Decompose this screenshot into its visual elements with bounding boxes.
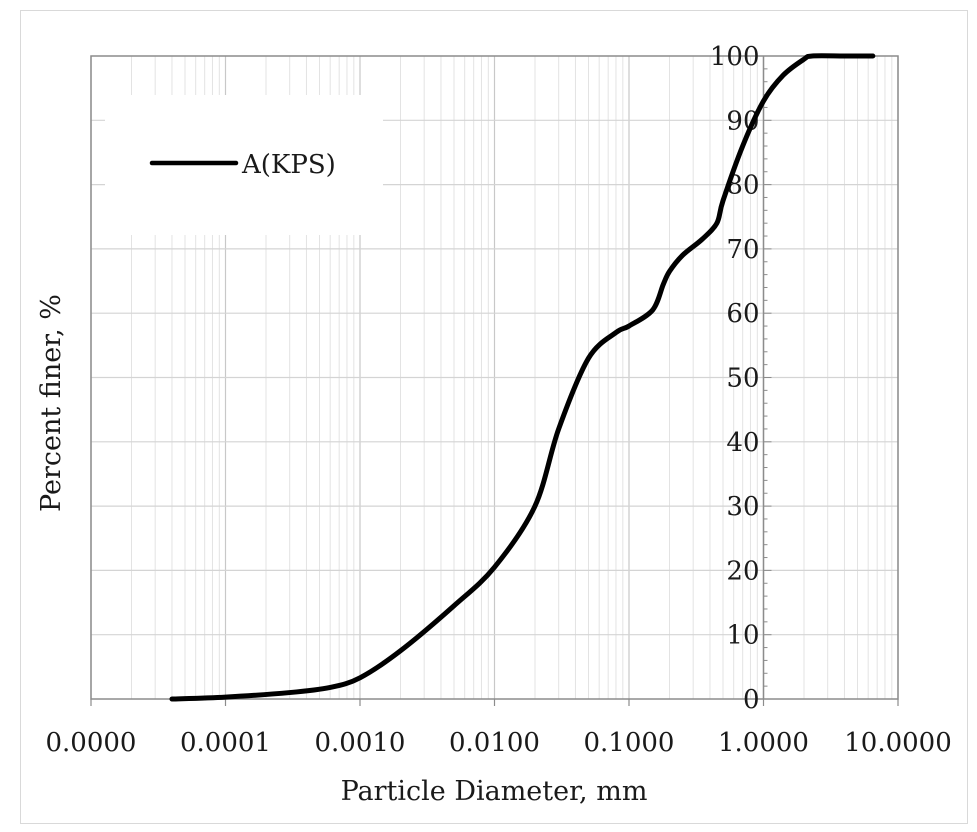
legend: A(KPS) bbox=[105, 95, 383, 235]
y-tick-label: 40 bbox=[726, 428, 759, 458]
y-tick-label: 20 bbox=[726, 556, 759, 586]
y-tick-label: 50 bbox=[726, 364, 759, 394]
legend-label: A(KPS) bbox=[241, 150, 336, 180]
y-tick-label: 60 bbox=[726, 299, 759, 329]
x-axis-title: Particle Diameter, mm bbox=[341, 776, 648, 807]
y-axis-title: Percent finer, % bbox=[36, 294, 67, 512]
y-tick-label: 30 bbox=[726, 492, 759, 522]
x-tick-label: 0.0000 bbox=[46, 728, 137, 758]
series-line-a-kps bbox=[169, 53, 876, 702]
x-tick-label: 10.0000 bbox=[844, 728, 952, 758]
x-tick-label: 0.1000 bbox=[584, 728, 675, 758]
x-tick-label: 0.0100 bbox=[449, 728, 540, 758]
x-tick-label: 0.0001 bbox=[180, 728, 271, 758]
y-tick-label: 100 bbox=[710, 42, 760, 72]
x-tick-label: 0.0010 bbox=[315, 728, 406, 758]
y-tick-label: 70 bbox=[726, 235, 759, 265]
y-tick-label: 10 bbox=[726, 621, 759, 651]
x-tick-label: 1.0000 bbox=[718, 728, 809, 758]
y-tick-label: 0 bbox=[743, 685, 760, 715]
